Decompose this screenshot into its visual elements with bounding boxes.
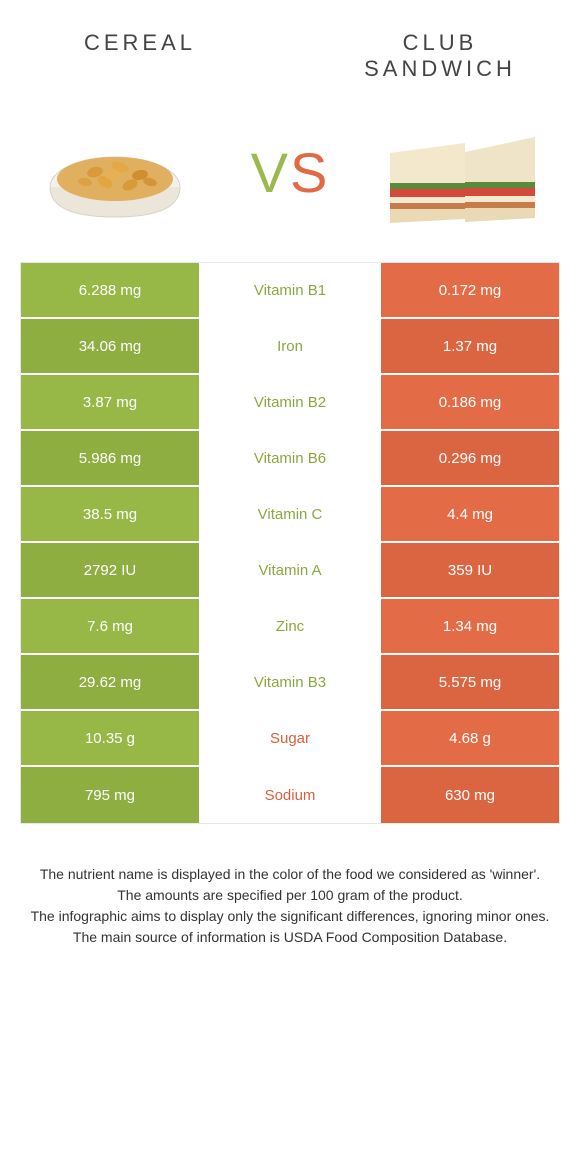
- nutrient-name-cell: Zinc: [201, 599, 379, 653]
- table-row: 2792 IUVitamin A359 IU: [21, 543, 559, 599]
- footnote-line: The amounts are specified per 100 gram o…: [30, 885, 550, 906]
- table-row: 7.6 mgZinc1.34 mg: [21, 599, 559, 655]
- table-row: 10.35 gSugar4.68 g: [21, 711, 559, 767]
- left-value-cell: 5.986 mg: [21, 431, 201, 485]
- left-value-cell: 795 mg: [21, 767, 201, 823]
- cereal-bowl-icon: [35, 117, 195, 227]
- right-value-cell: 359 IU: [379, 543, 559, 597]
- nutrient-name-cell: Vitamin A: [201, 543, 379, 597]
- nutrient-name-cell: Sugar: [201, 711, 379, 765]
- table-row: 29.62 mgVitamin B35.575 mg: [21, 655, 559, 711]
- right-value-cell: 630 mg: [379, 767, 559, 823]
- left-value-cell: 10.35 g: [21, 711, 201, 765]
- cereal-image: [30, 112, 200, 232]
- images-row: VS: [0, 92, 580, 262]
- nutrient-name-cell: Vitamin B2: [201, 375, 379, 429]
- footnote-line: The infographic aims to display only the…: [30, 906, 550, 927]
- right-value-cell: 4.68 g: [379, 711, 559, 765]
- table-row: 795 mgSodium630 mg: [21, 767, 559, 823]
- table-row: 5.986 mgVitamin B60.296 mg: [21, 431, 559, 487]
- right-value-cell: 0.172 mg: [379, 263, 559, 317]
- left-value-cell: 38.5 mg: [21, 487, 201, 541]
- footnote-line: The main source of information is USDA F…: [30, 927, 550, 948]
- nutrient-name-cell: Vitamin B3: [201, 655, 379, 709]
- vs-v: V: [251, 141, 290, 204]
- right-value-cell: 1.34 mg: [379, 599, 559, 653]
- table-row: 6.288 mgVitamin B10.172 mg: [21, 263, 559, 319]
- right-value-cell: 5.575 mg: [379, 655, 559, 709]
- nutrient-table: 6.288 mgVitamin B10.172 mg34.06 mgIron1.…: [20, 262, 560, 824]
- right-value-cell: 4.4 mg: [379, 487, 559, 541]
- nutrient-name-cell: Sodium: [201, 767, 379, 823]
- vs-s: S: [290, 141, 329, 204]
- footnote-line: The nutrient name is displayed in the co…: [30, 864, 550, 885]
- left-value-cell: 7.6 mg: [21, 599, 201, 653]
- nutrient-name-cell: Vitamin B6: [201, 431, 379, 485]
- left-food-title: CEREAL: [40, 30, 240, 56]
- nutrient-name-cell: Vitamin B1: [201, 263, 379, 317]
- header: CEREAL CLUB SANDWICH: [0, 0, 580, 92]
- vs-label: VS: [251, 140, 330, 205]
- right-value-cell: 0.296 mg: [379, 431, 559, 485]
- footnotes: The nutrient name is displayed in the co…: [0, 824, 580, 968]
- right-value-cell: 1.37 mg: [379, 319, 559, 373]
- nutrient-name-cell: Iron: [201, 319, 379, 373]
- sandwich-image: [380, 112, 550, 232]
- right-food-title: CLUB SANDWICH: [340, 30, 540, 82]
- table-row: 3.87 mgVitamin B20.186 mg: [21, 375, 559, 431]
- left-value-cell: 6.288 mg: [21, 263, 201, 317]
- right-value-cell: 0.186 mg: [379, 375, 559, 429]
- left-value-cell: 29.62 mg: [21, 655, 201, 709]
- nutrient-name-cell: Vitamin C: [201, 487, 379, 541]
- table-row: 34.06 mgIron1.37 mg: [21, 319, 559, 375]
- left-value-cell: 3.87 mg: [21, 375, 201, 429]
- left-value-cell: 34.06 mg: [21, 319, 201, 373]
- table-row: 38.5 mgVitamin C4.4 mg: [21, 487, 559, 543]
- left-value-cell: 2792 IU: [21, 543, 201, 597]
- club-sandwich-icon: [380, 117, 550, 227]
